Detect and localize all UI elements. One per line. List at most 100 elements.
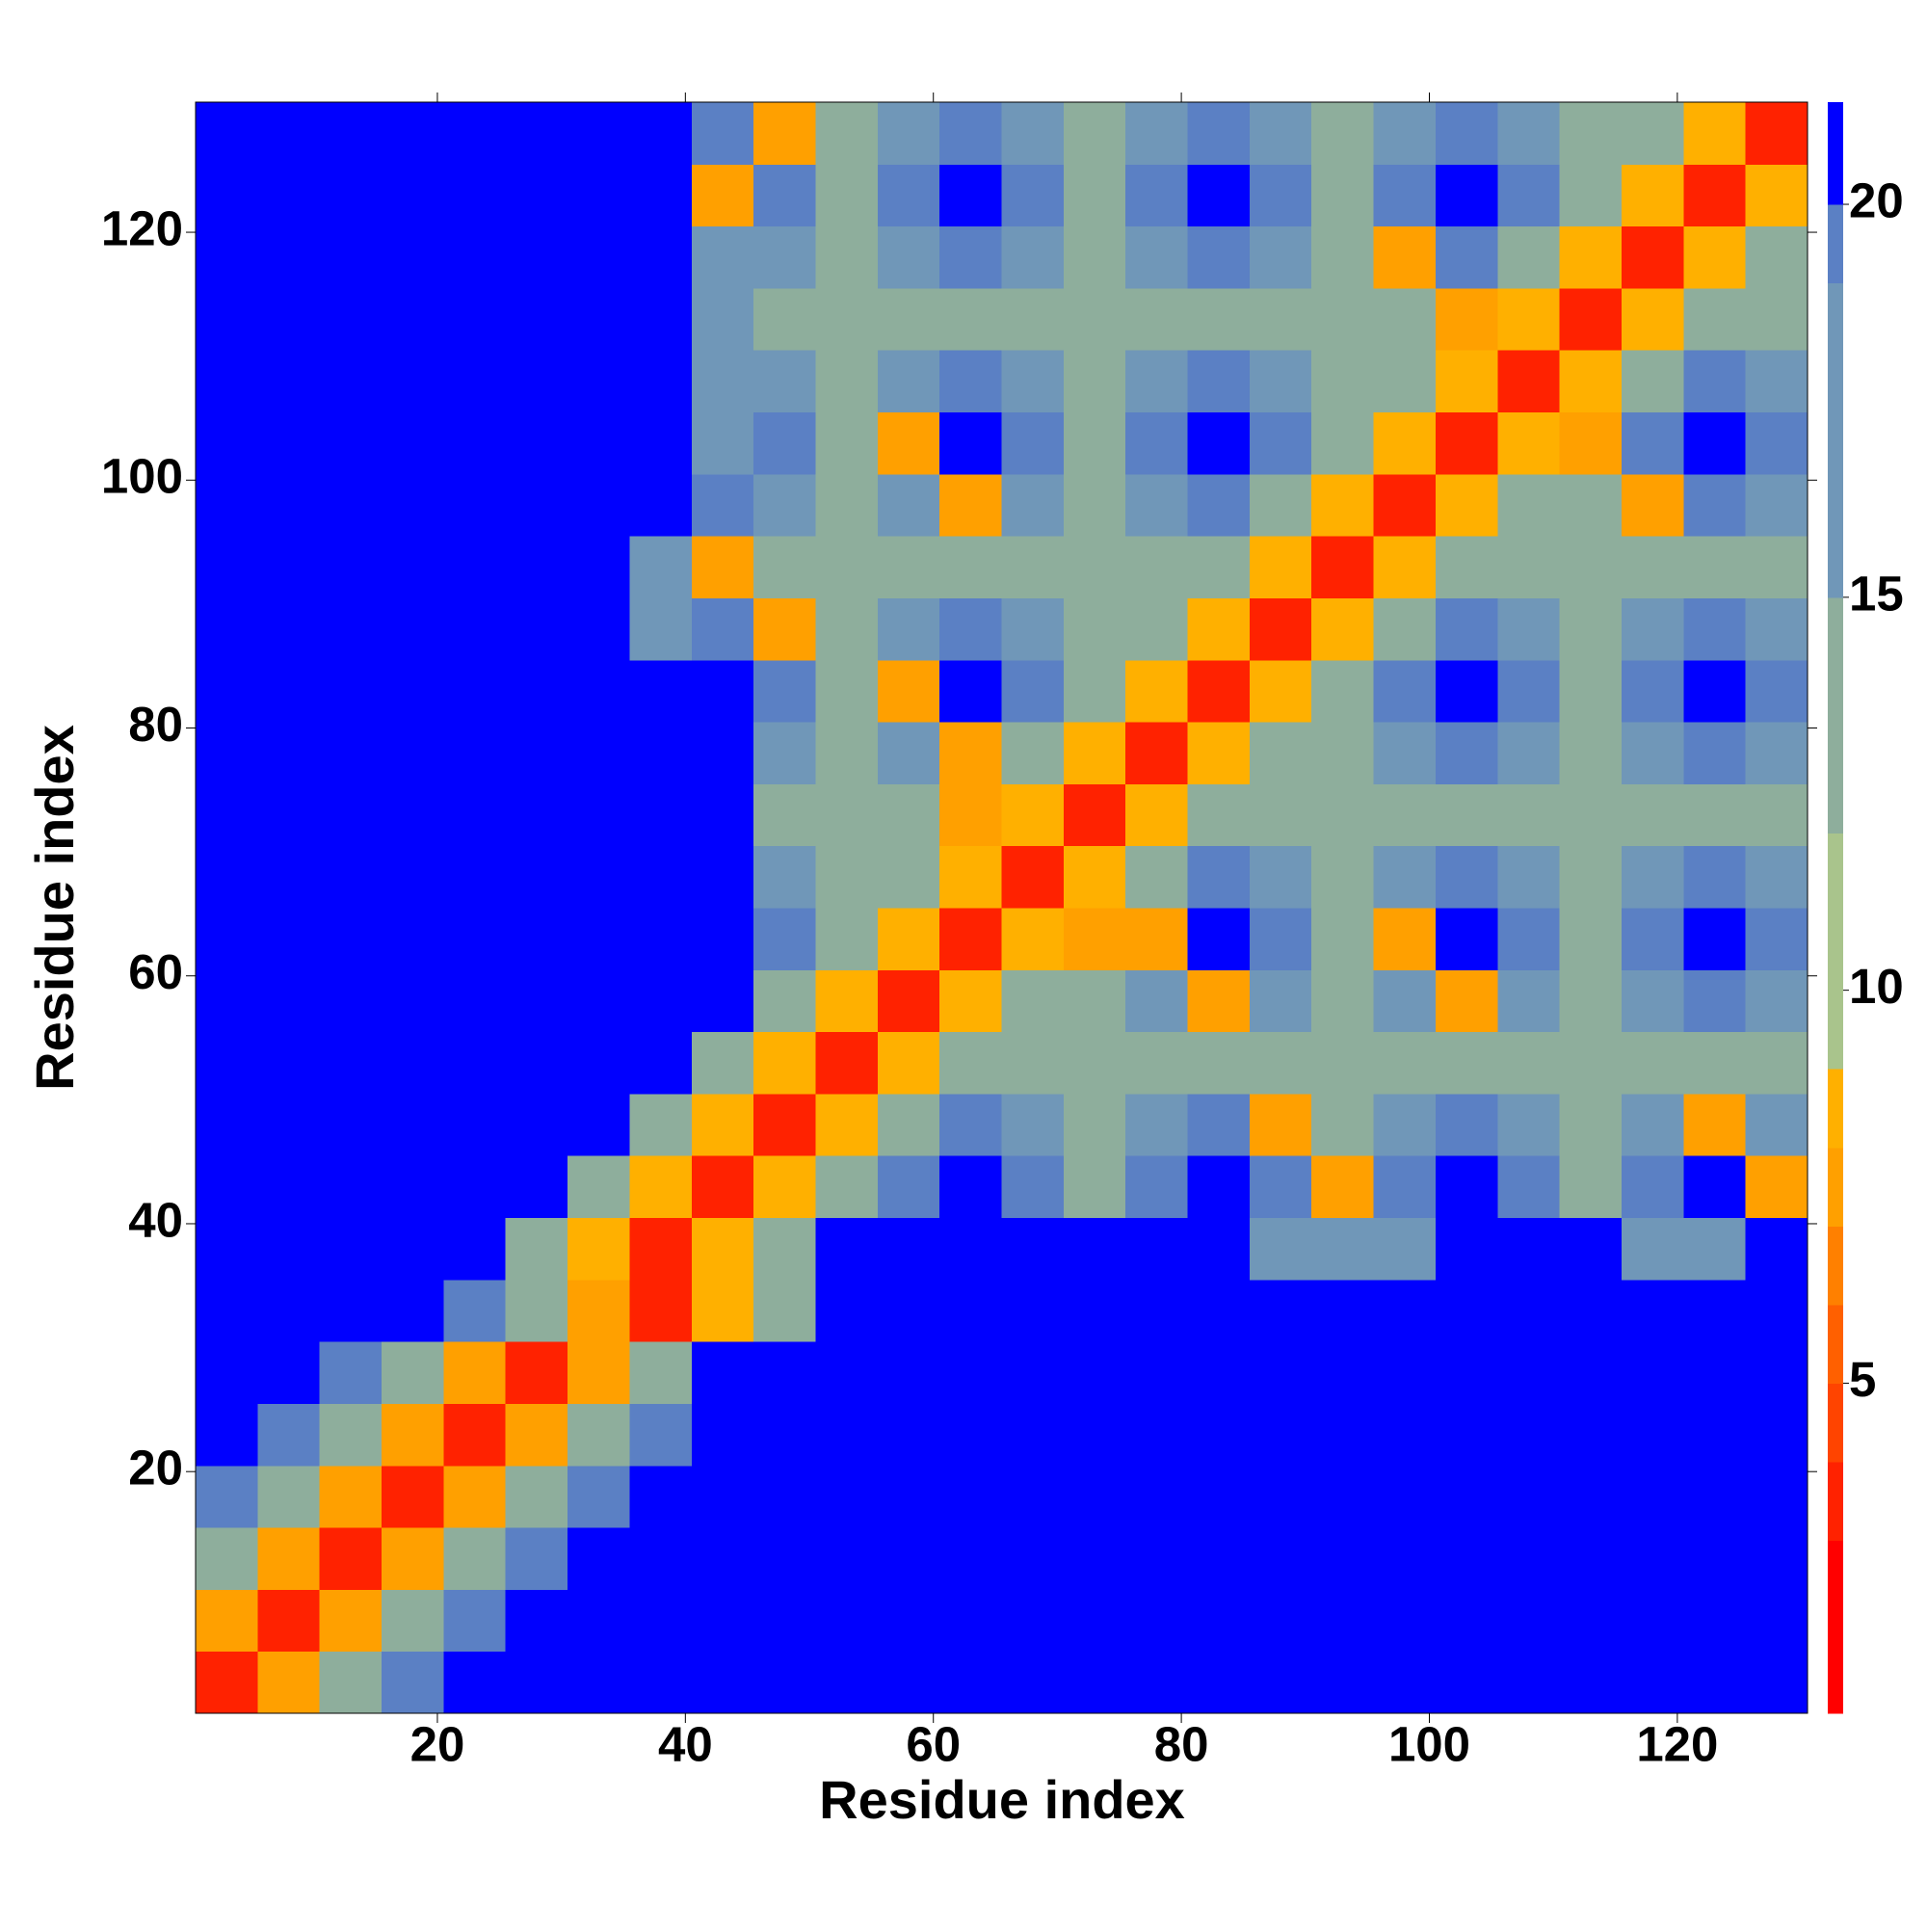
heatmap-cell: [257, 1465, 321, 1528]
heatmap-cell: [196, 1155, 258, 1219]
heatmap-cell: [1559, 1527, 1623, 1590]
heatmap-cell: [629, 908, 693, 970]
heatmap-cell: [691, 908, 754, 970]
heatmap-cell: [939, 411, 1002, 475]
heatmap-cell: [1435, 659, 1498, 723]
heatmap-cell: [1187, 1093, 1251, 1156]
heatmap-cell: [753, 350, 816, 413]
heatmap-cell: [1497, 287, 1561, 351]
heatmap-cell: [1745, 783, 1808, 847]
heatmap-cell: [1435, 411, 1498, 475]
heatmap-cell: [1497, 1031, 1561, 1095]
heatmap-cell: [382, 1589, 444, 1653]
heatmap-cell: [505, 783, 568, 847]
heatmap-cell: [691, 1217, 754, 1281]
heatmap-cell: [1745, 536, 1808, 598]
heatmap-cell: [815, 1031, 879, 1095]
heatmap-cell: [877, 1155, 940, 1219]
heatmap-cell: [1125, 1093, 1189, 1156]
heatmap-cell: [691, 1155, 754, 1219]
heatmap-cell: [753, 845, 816, 909]
heatmap-cell: [629, 287, 693, 351]
heatmap-cell: [1311, 722, 1375, 784]
heatmap-cell: [753, 164, 816, 227]
heatmap-cell: [196, 1341, 258, 1404]
colorbar-tick-label: 5: [1849, 1352, 1876, 1407]
heatmap-cell: [629, 350, 693, 413]
heatmap-cell: [1249, 1279, 1312, 1342]
heatmap-cell: [1497, 1651, 1561, 1714]
heatmap-cell: [753, 908, 816, 970]
heatmap-cell: [1559, 1341, 1623, 1404]
x-tick-label: 60: [906, 1716, 961, 1771]
heatmap-cell: [691, 164, 754, 227]
heatmap-cell: [1683, 1589, 1747, 1653]
heatmap-cell: [815, 659, 879, 723]
heatmap-cell: [753, 597, 816, 661]
heatmap-cell: [1621, 225, 1684, 289]
heatmap-cell: [753, 1031, 816, 1095]
heatmap-cell: [815, 1341, 879, 1404]
heatmap-cell: [753, 1341, 816, 1404]
heatmap-cell: [568, 350, 630, 413]
heatmap-cell: [196, 659, 258, 723]
heatmap-cell: [1249, 1217, 1312, 1281]
heatmap-cell: [443, 102, 507, 165]
heatmap-cell: [1497, 659, 1561, 723]
heatmap-cell: [568, 1217, 630, 1281]
heatmap-cell: [939, 225, 1002, 289]
heatmap-cell: [1745, 1031, 1808, 1095]
heatmap-cell: [568, 1403, 630, 1467]
heatmap-cell: [1001, 1155, 1065, 1219]
heatmap-cell: [1621, 1093, 1684, 1156]
heatmap-cell: [1745, 1527, 1808, 1590]
heatmap-cell: [568, 908, 630, 970]
heatmap-cell: [257, 411, 321, 475]
heatmap-cell: [568, 287, 630, 351]
heatmap-cell: [1187, 597, 1251, 661]
heatmap-cell: [1373, 473, 1437, 537]
heatmap-cell: [1125, 1279, 1189, 1342]
heatmap-cell: [1683, 1093, 1747, 1156]
x-tick-label: 120: [1636, 1716, 1718, 1771]
heatmap-cell: [1621, 1031, 1684, 1095]
colorbar-tick-label: 10: [1849, 959, 1904, 1014]
heatmap-cell: [1683, 1651, 1747, 1714]
heatmap-cell: [1311, 969, 1375, 1033]
heatmap-cell: [1311, 350, 1375, 413]
heatmap-cell: [505, 908, 568, 970]
heatmap-cell: [1311, 659, 1375, 723]
heatmap-cell: [629, 473, 693, 537]
heatmap-cell: [877, 102, 940, 165]
heatmap-cell: [1187, 1589, 1251, 1653]
heatmap-cell: [196, 164, 258, 227]
heatmap-cell: [1063, 659, 1126, 723]
heatmap-cell: [753, 536, 816, 598]
heatmap-cell: [505, 164, 568, 227]
heatmap-cell: [629, 659, 693, 723]
heatmap-cell: [1497, 1279, 1561, 1342]
heatmap-cell: [1125, 102, 1189, 165]
heatmap-cell: [939, 659, 1002, 723]
heatmap-cell: [1435, 536, 1498, 598]
heatmap-cell: [1683, 1465, 1747, 1528]
heatmap-cell: [1683, 783, 1747, 847]
heatmap-cell: [939, 536, 1002, 598]
heatmap-cell: [939, 1465, 1002, 1528]
heatmap-cell: [1001, 350, 1065, 413]
heatmap-cell: [1125, 411, 1189, 475]
heatmap-cell: [1125, 1155, 1189, 1219]
heatmap-cell: [691, 102, 754, 165]
heatmap-cell: [691, 1093, 754, 1156]
heatmap-cell: [1063, 1465, 1126, 1528]
heatmap-cell: [1187, 908, 1251, 970]
heatmap-cell: [196, 1527, 258, 1590]
heatmap-cell: [1497, 225, 1561, 289]
heatmap-cell: [443, 597, 507, 661]
heatmap-cell: [1125, 1589, 1189, 1653]
colorbar-segment: [1828, 1540, 1843, 1714]
heatmap-cell: [1745, 845, 1808, 909]
heatmap-cell: [1001, 1341, 1065, 1404]
heatmap-cell: [1063, 1651, 1126, 1714]
heatmap-cell: [1373, 1527, 1437, 1590]
